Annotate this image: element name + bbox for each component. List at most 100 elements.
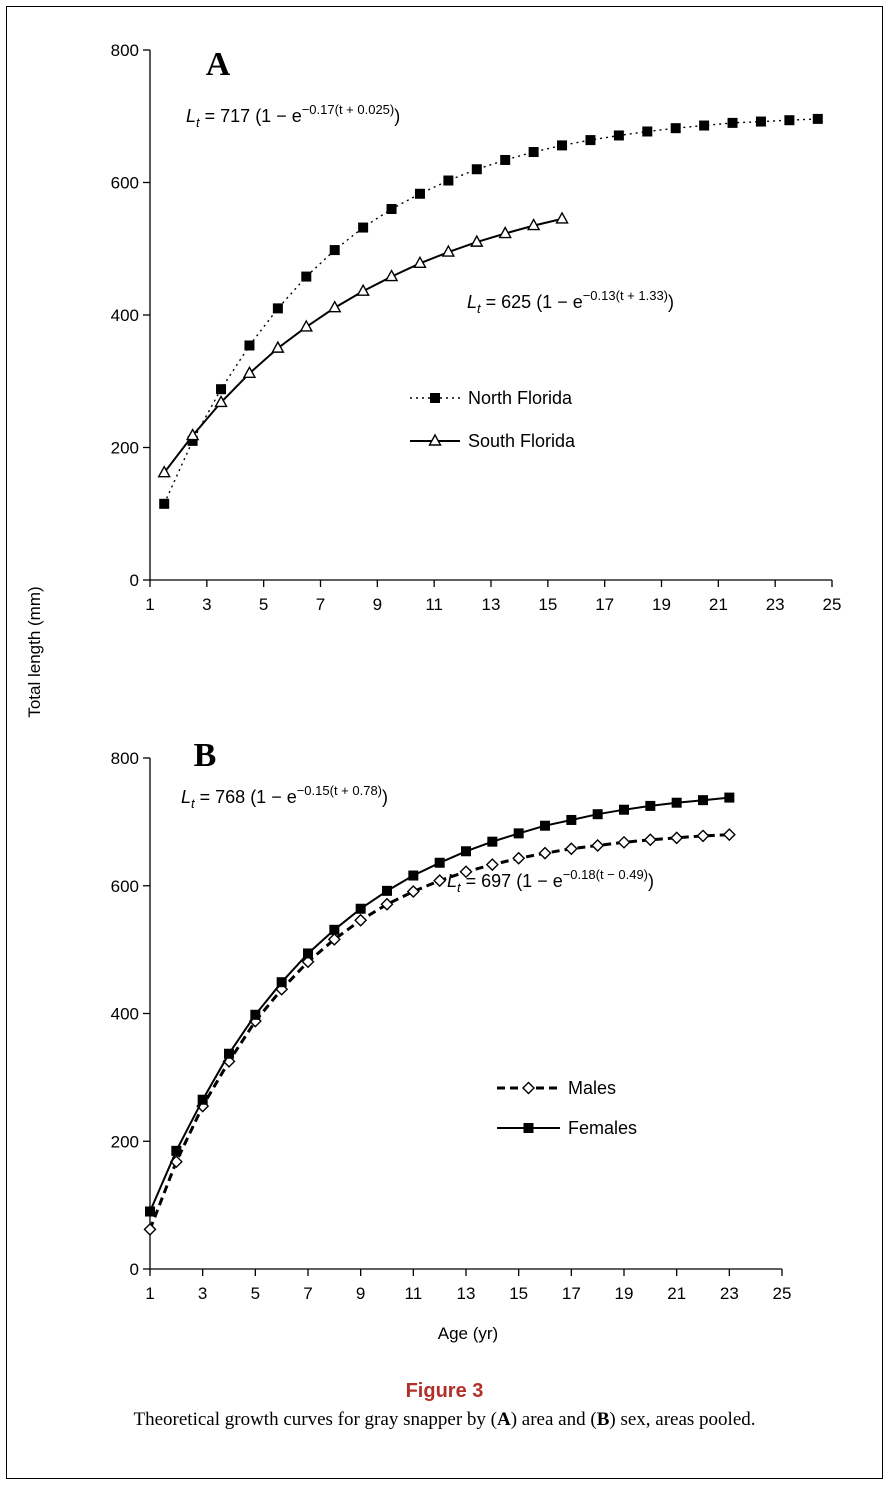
data-point-triangle xyxy=(356,283,370,296)
data-point-triangle xyxy=(214,394,228,408)
data-point-square xyxy=(471,164,482,175)
data-point-square xyxy=(386,204,397,214)
data-point-diamond xyxy=(433,874,447,888)
equation-subscript: t xyxy=(196,115,201,130)
data-point-square xyxy=(171,1145,182,1156)
data-point-triangle xyxy=(526,218,541,231)
data-point-square xyxy=(523,1123,534,1133)
equation-subscript: t xyxy=(191,796,196,811)
data-point-diamond xyxy=(696,829,710,843)
data-point-square xyxy=(216,384,227,395)
x-tick-label: 9 xyxy=(356,1284,365,1303)
x-tick-label: 11 xyxy=(405,1284,423,1303)
data-point-diamond xyxy=(538,846,552,860)
data-point-triangle xyxy=(384,269,399,282)
equation-close: ) xyxy=(382,787,388,807)
y-tick-label: 0 xyxy=(130,1260,139,1279)
data-point-square xyxy=(329,924,340,935)
x-tick-label: 15 xyxy=(509,1284,528,1303)
data-point-square xyxy=(727,117,738,128)
data-point-square xyxy=(699,120,710,131)
data-point-square xyxy=(613,130,624,141)
data-point-square xyxy=(224,1048,234,1059)
equation-exponent: −0.13(t + 1.33) xyxy=(583,288,668,303)
equation-exponent: −0.15(t + 0.78) xyxy=(297,783,382,798)
data-point-square xyxy=(250,1009,261,1020)
data-point-square xyxy=(358,222,369,233)
figure-title: Figure 3 xyxy=(405,1380,484,1402)
x-tick-label: 21 xyxy=(709,595,728,614)
figure-caption: Theoretical growth curves for gray snapp… xyxy=(6,1409,883,1431)
data-point-square xyxy=(329,245,340,256)
data-point-diamond xyxy=(380,897,394,911)
equation-lhs: L xyxy=(181,787,191,807)
equation-lhs: L xyxy=(186,106,196,126)
data-point-square xyxy=(461,846,471,857)
data-point-square xyxy=(244,340,255,351)
data-point-square xyxy=(671,797,682,808)
growth-equation-2: Lt = 697 (1 − e−0.18(t − 0.49)) xyxy=(447,867,654,895)
data-point-square xyxy=(642,126,653,137)
data-point-triangle xyxy=(242,365,257,378)
data-point-square xyxy=(585,135,596,146)
x-tick-label: 15 xyxy=(538,595,557,614)
y-tick-label: 0 xyxy=(130,571,139,590)
x-tick-label: 3 xyxy=(198,1284,207,1303)
data-point-diamond xyxy=(459,865,473,879)
series-females xyxy=(145,792,735,1217)
x-tick-label: 25 xyxy=(823,595,842,614)
data-point-square xyxy=(414,188,425,199)
caption-part-1: Theoretical growth curves for gray snapp… xyxy=(133,1409,497,1430)
x-tick-label: 23 xyxy=(766,595,785,614)
data-point-triangle xyxy=(299,319,313,332)
equation-subscript: t xyxy=(457,880,462,895)
y-tick-label: 800 xyxy=(111,749,139,768)
x-tick-label: 5 xyxy=(251,1284,260,1303)
data-point-diamond xyxy=(327,932,341,946)
data-point-square xyxy=(434,857,445,868)
equation-close: ) xyxy=(394,106,400,126)
x-tick-label: 23 xyxy=(720,1284,739,1303)
x-tick-label: 17 xyxy=(562,1284,581,1303)
growth-equation-1: Lt = 717 (1 − e−0.17(t + 0.025)) xyxy=(186,102,400,130)
data-point-square xyxy=(755,116,766,127)
figure-frame xyxy=(6,6,883,1479)
legend-label: Males xyxy=(568,1078,616,1098)
equation-body: = 717 (1 − e xyxy=(200,106,302,126)
data-point-square xyxy=(145,1206,155,1217)
data-point-diamond xyxy=(643,833,657,847)
x-tick-label: 17 xyxy=(595,595,614,614)
data-point-triangle xyxy=(328,300,342,313)
legend-entry: South Florida xyxy=(410,431,576,451)
x-tick-label: 1 xyxy=(145,1284,154,1303)
data-point-square xyxy=(528,147,539,158)
x-tick-label: 13 xyxy=(482,595,501,614)
data-point-square xyxy=(812,113,823,124)
data-point-square xyxy=(513,828,524,839)
data-point-square xyxy=(408,870,419,881)
data-point-square xyxy=(698,795,708,806)
data-point-diamond xyxy=(406,885,420,898)
y-tick-label: 800 xyxy=(111,41,139,60)
caption-part-2: ) area and ( xyxy=(510,1409,597,1430)
y-tick-label: 400 xyxy=(111,306,139,325)
series-line xyxy=(148,833,730,1230)
legend-label: North Florida xyxy=(468,388,573,408)
panel-letter: A xyxy=(206,46,231,83)
equation-exponent: −0.17(t + 0.025) xyxy=(302,102,395,117)
x-tick-label: 25 xyxy=(773,1284,792,1303)
equation-body: = 768 (1 − e xyxy=(195,787,297,807)
data-point-square xyxy=(159,498,170,509)
y-tick-label: 600 xyxy=(111,877,139,896)
equation-close: ) xyxy=(668,292,674,312)
figure-caption-block: Figure 3 Theoretical growth curves for g… xyxy=(6,1380,883,1431)
series-males xyxy=(143,828,736,1236)
equation-body: = 697 (1 − e xyxy=(461,871,563,891)
x-tick-label: 13 xyxy=(457,1284,476,1303)
data-point-square xyxy=(272,303,283,314)
data-point-square xyxy=(197,1094,208,1105)
equation-body: = 625 (1 − e xyxy=(481,292,583,312)
data-point-triangle xyxy=(413,255,427,269)
